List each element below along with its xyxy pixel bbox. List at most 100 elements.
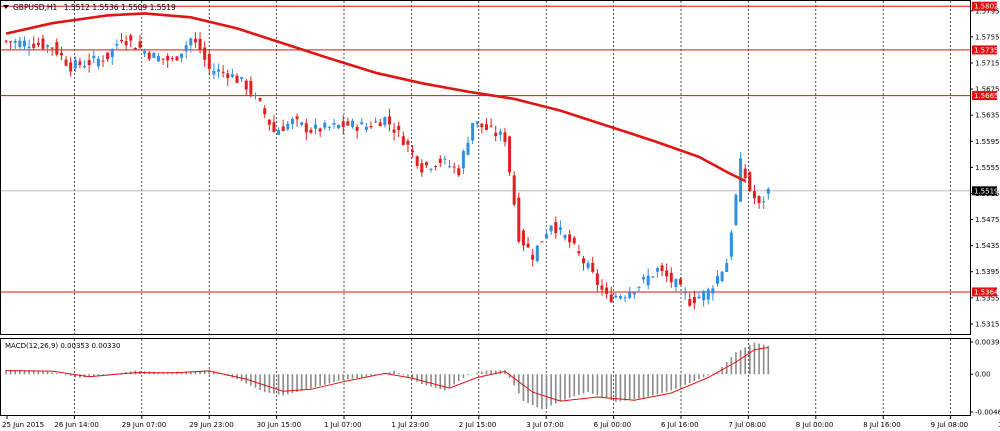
candle-body xyxy=(521,230,525,246)
candle-body xyxy=(563,235,567,239)
candle-body xyxy=(415,156,419,167)
candle-body xyxy=(766,188,770,194)
candle-body xyxy=(683,292,687,294)
candle-body xyxy=(300,122,304,125)
candle-body xyxy=(466,142,470,155)
price-level-badge[interactable] xyxy=(972,1,997,11)
candle-body xyxy=(692,297,696,304)
y-tick-label: 1.5355 xyxy=(975,294,1000,302)
current-price-badge xyxy=(972,186,997,196)
candle-body xyxy=(582,258,585,264)
candle-body xyxy=(110,48,114,58)
candle-body xyxy=(120,39,123,42)
candle-body xyxy=(281,126,285,131)
candle-body xyxy=(341,121,345,128)
candle-body xyxy=(508,136,512,173)
candle-body xyxy=(494,132,498,136)
candle-body xyxy=(688,299,692,306)
x-tick-label: 7 Jul 08:00 xyxy=(728,421,766,429)
candle-body xyxy=(55,42,59,55)
candle-body xyxy=(221,71,225,73)
candle-body xyxy=(295,116,299,120)
y-tick-label: 1.5755 xyxy=(975,33,1000,41)
candle-body xyxy=(309,129,313,133)
candle-body xyxy=(106,52,110,60)
candle-body xyxy=(41,38,45,49)
macd-y-tick-label: 0.00 xyxy=(975,371,991,379)
candle-body xyxy=(374,121,378,123)
candle-body xyxy=(503,132,507,142)
x-tick-label: 8 Jul 16:00 xyxy=(863,421,901,429)
candle-body xyxy=(397,125,401,130)
ohlc-values: 1.5512 1.5536 1.5509 1.5519 xyxy=(64,3,176,12)
candle-body xyxy=(64,59,68,66)
candle-body xyxy=(586,263,590,268)
candle-body xyxy=(166,55,170,61)
candle-body xyxy=(9,41,13,43)
candle-body xyxy=(87,60,91,66)
price-level-badge-label: 1.5364 xyxy=(974,288,999,296)
moving-average-line xyxy=(5,12,746,183)
candle-body xyxy=(32,43,36,48)
candle-body xyxy=(337,124,341,129)
candle-body xyxy=(50,47,54,49)
candle-body xyxy=(642,277,646,280)
candle-body xyxy=(655,268,659,272)
candle-body xyxy=(628,292,632,298)
price-level-badge[interactable] xyxy=(972,287,997,297)
x-tick-label: 9 Jul 08:00 xyxy=(931,421,969,429)
candle-body xyxy=(277,130,281,135)
candle-body xyxy=(457,168,461,176)
candle-body xyxy=(715,275,719,284)
y-tick-label: 1.5675 xyxy=(975,86,1000,94)
candle-body xyxy=(226,73,230,79)
candle-body xyxy=(762,201,766,203)
candle-body xyxy=(757,196,761,204)
candle-body xyxy=(480,123,484,128)
candle-body xyxy=(489,125,493,127)
time-axis[interactable]: 25 Jun 2015 26 Jun 14:00 29 Jun 07:00 29 Ju… xyxy=(2,416,1000,429)
x-tick-label: 25 Jun 2015 xyxy=(2,421,44,429)
x-tick-label: 1 Jul 07:00 xyxy=(324,421,362,429)
y-tick-label: 1.5555 xyxy=(975,164,1000,172)
candle-body xyxy=(217,69,221,72)
candle-body xyxy=(591,262,595,272)
y-tick-label: 1.5595 xyxy=(975,138,1000,146)
candle-body xyxy=(512,175,516,205)
candle-body xyxy=(92,55,96,59)
candle-body xyxy=(609,294,613,303)
candle-body xyxy=(161,58,165,60)
candle-body xyxy=(360,122,364,125)
y-tick-label: 1.5635 xyxy=(975,112,1000,120)
candle-body xyxy=(411,150,415,153)
candle-body xyxy=(697,296,701,299)
candle-body xyxy=(323,122,327,128)
x-tick-label: 8 Jul 00:00 xyxy=(796,421,834,429)
candle-body xyxy=(651,276,655,278)
price-axis[interactable]: 1.5795 1.5755 1.5715 1.5675 1.5635 1.5595 1.55… xyxy=(970,1,1000,329)
candle-body xyxy=(46,45,50,48)
candle-body xyxy=(78,61,82,65)
y-tick-label: 1.5435 xyxy=(975,242,1000,250)
candle-body xyxy=(207,53,211,69)
candle-body xyxy=(184,45,188,52)
candle-body xyxy=(711,288,715,294)
candle-body xyxy=(438,158,442,164)
triangle-down-icon[interactable] xyxy=(3,5,9,9)
current-price-label: 1.5519 xyxy=(974,187,999,195)
price-level-badge-label: 1.5665 xyxy=(974,92,999,100)
candle-body xyxy=(448,166,452,168)
price-level-badge[interactable] xyxy=(972,45,997,55)
candle-body xyxy=(401,136,405,145)
price-level-badge[interactable] xyxy=(972,91,997,101)
x-tick-label: 6 Jul 16:00 xyxy=(661,421,699,429)
candle-body xyxy=(138,41,142,48)
macd-panel[interactable] xyxy=(5,342,770,410)
candle-body xyxy=(364,126,368,130)
candle-body xyxy=(406,140,410,145)
candle-body xyxy=(304,123,308,133)
candle-body xyxy=(660,265,664,272)
x-tick-label: 6 Jul 00:00 xyxy=(594,421,632,429)
candle-body xyxy=(484,124,488,130)
